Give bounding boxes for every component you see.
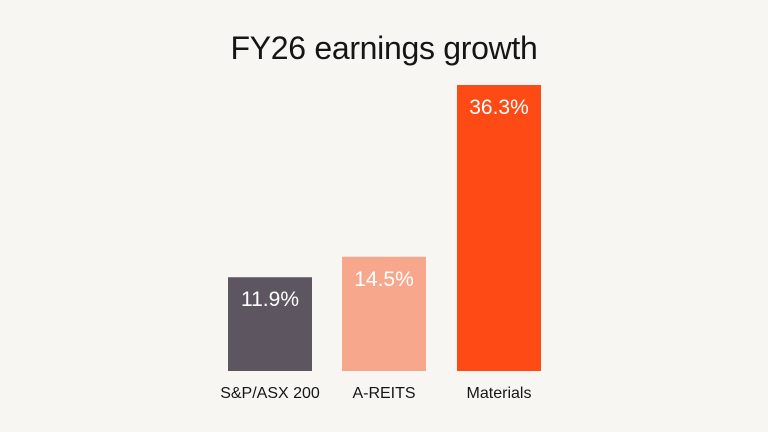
category-label: A-REITS bbox=[352, 385, 415, 402]
bar-value-label: 14.5% bbox=[354, 268, 414, 291]
category-label: Materials bbox=[467, 385, 532, 402]
bar-2 bbox=[457, 85, 541, 371]
bar-1 bbox=[342, 256, 426, 371]
category-label: S&P/ASX 200 bbox=[220, 385, 320, 402]
chart-title: FY26 earnings growth bbox=[230, 30, 538, 66]
bar-value-label: 36.3% bbox=[469, 96, 529, 119]
bar-value-label: 11.9% bbox=[241, 288, 299, 311]
bar-0 bbox=[228, 277, 312, 371]
